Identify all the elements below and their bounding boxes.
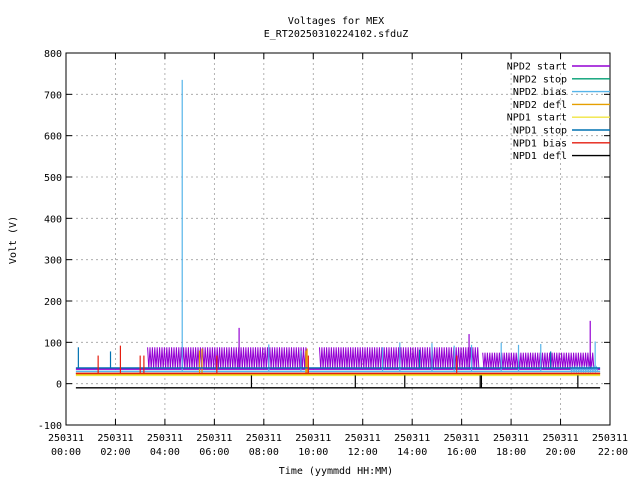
- x-tick-time: 12:00: [348, 447, 378, 458]
- y-tick-label: 700: [44, 90, 62, 101]
- y-tick-label: -100: [38, 421, 62, 432]
- y-tick-label: 300: [44, 256, 62, 267]
- chart-subtitle: E_RT20250310224102.sfduZ: [264, 29, 409, 40]
- x-tick-time: 18:00: [496, 447, 526, 458]
- x-tick-time: 22:00: [598, 447, 628, 458]
- y-axis-label: Volt (V): [8, 216, 19, 264]
- series-burst: [319, 347, 480, 370]
- series-npd1-stop: [75, 347, 601, 369]
- x-tick-time: 04:00: [150, 447, 180, 458]
- y-tick-label: 0: [56, 380, 62, 391]
- y-tick-label: 400: [44, 214, 62, 225]
- x-tick-time: 10:00: [298, 447, 328, 458]
- x-tick-date: 250311: [345, 433, 381, 444]
- x-tick-date: 250311: [196, 433, 232, 444]
- series-npd2-defl: [75, 348, 601, 376]
- series-npd1-bias: [75, 345, 601, 375]
- y-tick-label: 800: [44, 49, 62, 60]
- x-tick-date: 250311: [48, 433, 84, 444]
- y-tick-label: 100: [44, 338, 62, 349]
- legend-label: NPD1 start: [507, 113, 567, 124]
- x-tick-time: 06:00: [199, 447, 229, 458]
- series-npd2-start: [75, 320, 601, 370]
- legend-label: NPD1 bias: [513, 138, 567, 149]
- tick-layer: -100 0 100 200 300 400 500 600 700 800 250311 00:00…: [38, 49, 628, 458]
- plot-frame: [65, 52, 611, 426]
- legend-label: NPD2 defl: [513, 100, 567, 111]
- x-tick-date: 250311: [493, 433, 529, 444]
- y-tick-label: 600: [44, 132, 62, 143]
- legend-label: NPD1 defl: [513, 151, 567, 162]
- series-burst: [147, 347, 308, 370]
- x-tick-date: 250311: [295, 433, 331, 444]
- series-npd1-defl: [75, 375, 601, 389]
- legend-label: NPD2 stop: [513, 74, 567, 85]
- x-tick-date: 250311: [592, 433, 628, 444]
- x-tick-date: 250311: [444, 433, 480, 444]
- y-tick-label: 200: [44, 297, 62, 308]
- x-tick-time: 16:00: [447, 447, 477, 458]
- x-tick-date: 250311: [246, 433, 282, 444]
- legend-label: NPD2 bias: [513, 87, 567, 98]
- x-tick-time: 20:00: [545, 447, 575, 458]
- x-tick-date: 250311: [542, 433, 578, 444]
- x-tick-time: 08:00: [249, 447, 279, 458]
- x-tick-date: 250311: [394, 433, 430, 444]
- x-tick-date: 250311: [97, 433, 133, 444]
- chart-title: Voltages for MEX: [288, 16, 384, 27]
- x-tick-date: 250311: [147, 433, 183, 444]
- x-tick-time: 00:00: [51, 447, 81, 458]
- legend-label: NPD2 start: [507, 62, 567, 73]
- series-npd2-bias: [75, 79, 601, 374]
- x-tick-time: 14:00: [397, 447, 427, 458]
- series-layer: [75, 79, 601, 389]
- legend-label: NPD1 stop: [513, 126, 567, 137]
- y-tick-label: 500: [44, 173, 62, 184]
- x-axis-label: Time (yymmdd HH:MM): [279, 466, 393, 477]
- x-tick-time: 02:00: [100, 447, 130, 458]
